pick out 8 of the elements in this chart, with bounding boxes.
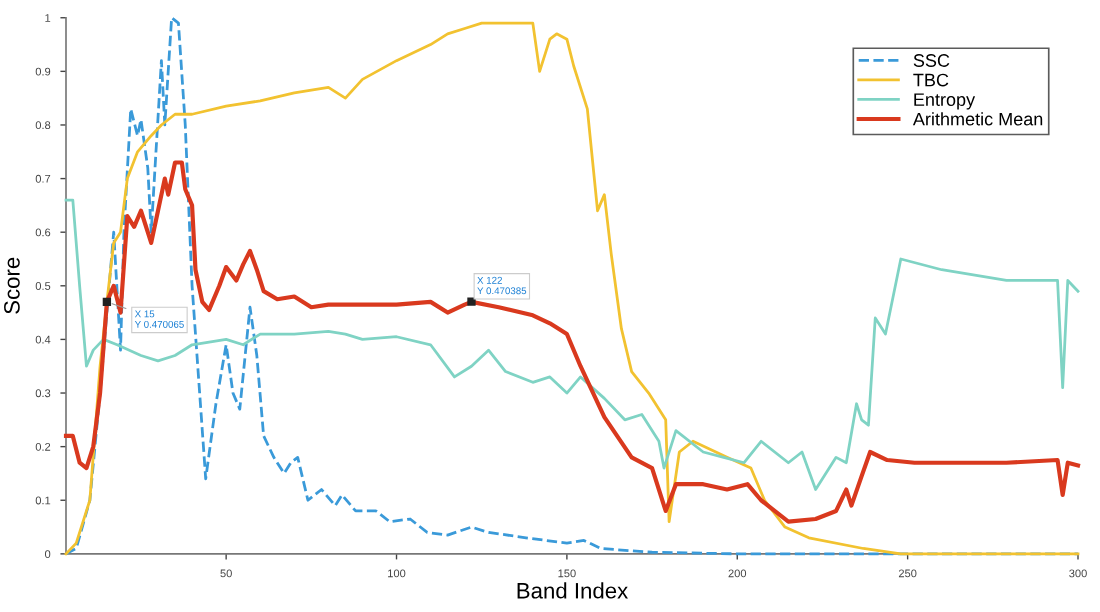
legend-label: SSC [913, 54, 950, 67]
legend-label: Arithmetic Mean [912, 112, 1043, 126]
legend-label: Entropy [914, 93, 976, 110]
line-series [63, 160, 1081, 524]
x-axis-title: Band Index [517, 582, 628, 599]
line-series [64, 198, 1080, 491]
y-axis-title: Score [4, 257, 20, 314]
legend-label: TBC [913, 73, 949, 87]
